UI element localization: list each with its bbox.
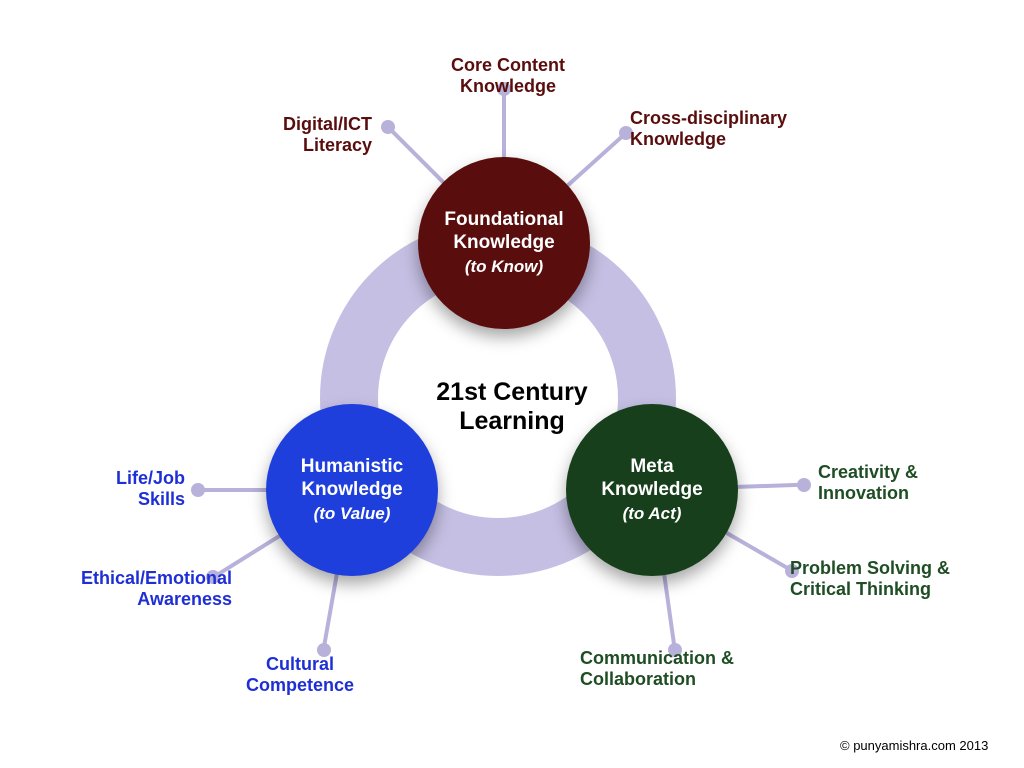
node-title: Meta [630, 456, 673, 479]
spoke-label: Cross-disciplinary Knowledge [630, 108, 840, 149]
knowledge-node-foundational: FoundationalKnowledge(to Know) [418, 157, 590, 329]
node-title: Knowledge [453, 232, 554, 255]
spoke-line [387, 126, 446, 185]
node-title: Knowledge [601, 479, 702, 502]
spoke-label: Life/Job Skills [95, 468, 185, 509]
node-title: Knowledge [301, 479, 402, 502]
spoke-label: Digital/ICT Literacy [252, 114, 372, 155]
spoke-line [736, 483, 804, 489]
node-subtitle: (to Know) [465, 257, 543, 277]
spoke-line [724, 530, 794, 572]
spoke-line [662, 573, 677, 651]
spoke-line [565, 132, 627, 189]
spoke-label: Core Content Knowledge [438, 55, 578, 96]
spoke-label: Problem Solving & Critical Thinking [790, 558, 1000, 599]
spoke-label: Creativity & Innovation [818, 462, 988, 503]
diagram-canvas: 21st CenturyLearningDigital/ICT Literacy… [0, 0, 1024, 768]
knowledge-node-humanistic: HumanisticKnowledge(to Value) [266, 404, 438, 576]
node-title: Foundational [444, 209, 563, 232]
node-title: Humanistic [301, 456, 403, 479]
knowledge-node-meta: MetaKnowledge(to Act) [566, 404, 738, 576]
spoke-label: Cultural Competence [230, 654, 370, 695]
spoke-line [198, 488, 268, 492]
spoke-line [502, 89, 506, 159]
spoke-endpoint [191, 483, 205, 497]
spoke-endpoint [797, 478, 811, 492]
spoke-line [322, 572, 339, 650]
node-subtitle: (to Act) [623, 504, 682, 524]
copyright-text: © punyamishra.com 2013 [840, 738, 988, 753]
spoke-label: Ethical/Emotional Awareness [52, 568, 232, 609]
node-subtitle: (to Value) [314, 504, 391, 524]
center-title-line1: 21st Century [392, 378, 632, 407]
spoke-label: Communication & Collaboration [580, 648, 790, 689]
spoke-endpoint [381, 120, 395, 134]
